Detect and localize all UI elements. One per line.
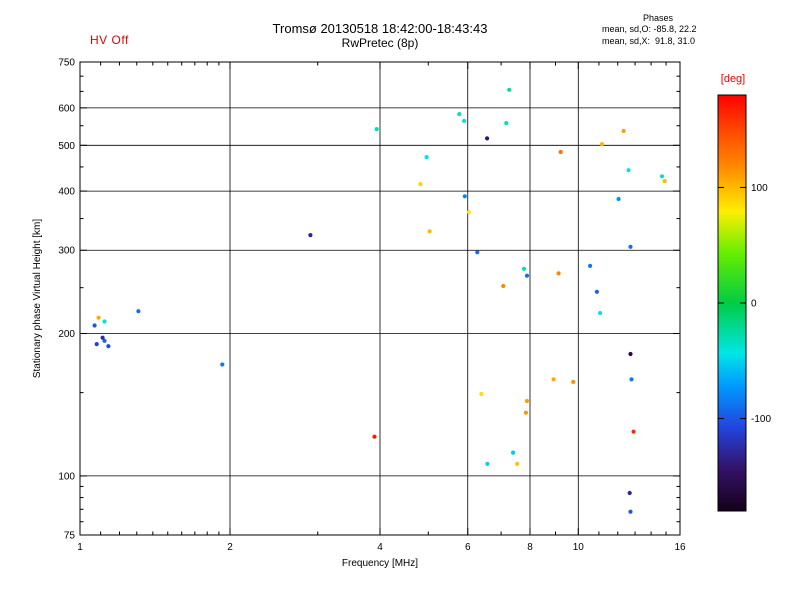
data-point bbox=[631, 429, 636, 434]
data-point bbox=[136, 309, 141, 314]
svg-text:16: 16 bbox=[674, 542, 686, 553]
svg-text:200: 200 bbox=[58, 329, 75, 340]
data-point bbox=[616, 196, 621, 202]
svg-text:-100: -100 bbox=[751, 414, 771, 425]
data-point bbox=[628, 244, 633, 249]
data-point bbox=[102, 319, 107, 324]
data-point bbox=[510, 450, 516, 455]
data-point bbox=[501, 283, 506, 289]
phases-o-stats: mean, sd,O: -85.8, 22.2 bbox=[602, 24, 697, 35]
data-point bbox=[467, 210, 472, 215]
data-point bbox=[551, 377, 556, 382]
x-tick-labels: 1 2 4 6 8 10 16 bbox=[77, 542, 686, 553]
data-point bbox=[524, 273, 530, 278]
data-point bbox=[659, 174, 665, 179]
gridlines bbox=[80, 62, 680, 535]
plot-subtitle: RwPretec (8p) bbox=[341, 36, 419, 50]
svg-text:0: 0 bbox=[751, 299, 757, 310]
svg-text:4: 4 bbox=[377, 542, 383, 553]
data-point bbox=[594, 289, 600, 294]
svg-text:750: 750 bbox=[58, 58, 75, 69]
svg-text:100: 100 bbox=[751, 183, 768, 194]
phases-label: Phases bbox=[642, 13, 674, 23]
svg-text:400: 400 bbox=[58, 187, 75, 198]
data-point bbox=[96, 315, 101, 320]
svg-text:600: 600 bbox=[58, 103, 75, 114]
svg-text:6: 6 bbox=[465, 542, 471, 553]
axis-ticks bbox=[79, 61, 681, 536]
data-point bbox=[427, 229, 432, 234]
data-point bbox=[626, 168, 631, 173]
data-point bbox=[588, 263, 593, 268]
data-point bbox=[92, 323, 97, 328]
data-point bbox=[598, 310, 603, 316]
data-point bbox=[504, 121, 509, 126]
data-point bbox=[100, 335, 105, 340]
data-point bbox=[628, 351, 633, 357]
data-point bbox=[521, 266, 527, 271]
svg-text:8: 8 bbox=[527, 542, 533, 553]
y-axis-label: Stationary phase Virtual Height [km] bbox=[32, 219, 43, 379]
data-point bbox=[374, 127, 379, 132]
svg-text:100: 100 bbox=[58, 471, 75, 482]
data-point bbox=[308, 233, 313, 238]
data-point bbox=[372, 434, 377, 439]
hv-status: HV Off bbox=[90, 33, 129, 47]
data-point bbox=[424, 155, 429, 160]
data-point bbox=[106, 344, 111, 349]
data-point bbox=[515, 461, 520, 466]
data-point bbox=[628, 509, 633, 514]
x-axis-label: Frequency [MHz] bbox=[342, 558, 418, 569]
data-point bbox=[102, 338, 107, 343]
data-point bbox=[485, 461, 490, 466]
data-point bbox=[571, 379, 576, 384]
colorbar-ticks bbox=[718, 186, 746, 420]
y-tick-labels: 75 100 200 300 400 500 600 750 bbox=[58, 58, 75, 542]
data-point bbox=[524, 398, 530, 404]
svg-text:2: 2 bbox=[227, 542, 233, 553]
data-point bbox=[462, 118, 467, 123]
svg-text:1: 1 bbox=[77, 542, 83, 553]
data-point bbox=[523, 410, 529, 415]
data-point bbox=[662, 179, 667, 184]
data-point bbox=[457, 112, 462, 117]
data-point bbox=[479, 391, 484, 397]
svg-text:10: 10 bbox=[573, 542, 585, 553]
scatter-points bbox=[92, 87, 667, 514]
data-point bbox=[507, 87, 512, 92]
plot-title: Tromsø 20130518 18:42:00-18:43:43 bbox=[272, 21, 488, 36]
data-point bbox=[462, 194, 467, 199]
colorbar-units-label: [deg] bbox=[720, 73, 746, 85]
data-point bbox=[485, 136, 490, 141]
data-point bbox=[220, 362, 225, 367]
phases-x-stats: mean, sd,X: 91.8, 31.0 bbox=[602, 35, 696, 46]
svg-text:300: 300 bbox=[58, 246, 75, 257]
data-point bbox=[475, 250, 480, 255]
data-point bbox=[599, 142, 605, 147]
data-point bbox=[94, 342, 99, 347]
colorbar-tick-labels: 100 0 -100 bbox=[751, 183, 771, 425]
data-point bbox=[558, 149, 563, 155]
svg-text:75: 75 bbox=[64, 531, 76, 542]
data-point bbox=[629, 377, 634, 382]
svg-text:500: 500 bbox=[58, 141, 75, 152]
phases-summary: Phases mean, sd,O: -85.8, 22.2 mean, sd,… bbox=[602, 13, 714, 47]
data-point bbox=[556, 271, 561, 276]
data-point bbox=[418, 182, 423, 187]
data-point bbox=[621, 128, 626, 134]
data-point bbox=[627, 490, 632, 496]
